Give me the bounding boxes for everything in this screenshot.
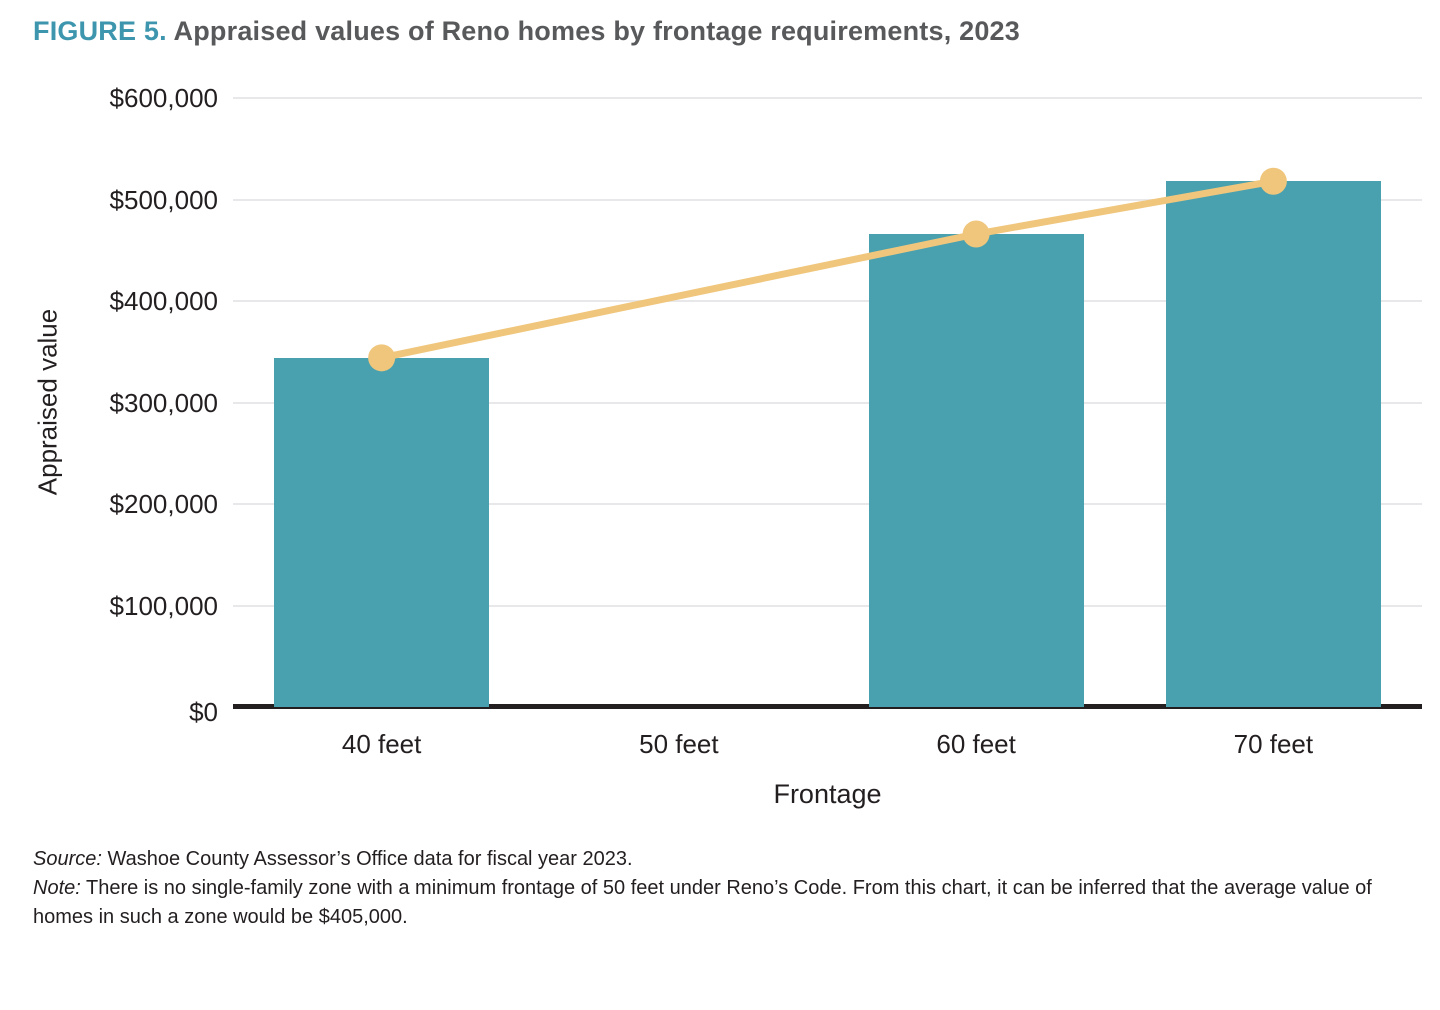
x-tick-label: 60 feet [936, 729, 1016, 759]
bar-40-feet [274, 357, 490, 707]
y-tick-label: $500,000 [109, 184, 218, 215]
gridline [233, 401, 1422, 404]
figure-title-text: Appraised values of Reno homes by fronta… [166, 16, 1020, 46]
source-label: Source: [33, 848, 102, 870]
figure-number-label: FIGURE 5. [33, 16, 167, 46]
chart-note: Note: There is no single-family zone wit… [33, 874, 1405, 932]
trend-line-layer [368, 167, 1287, 372]
trend-line-marker [1259, 167, 1287, 195]
y-tick-label: $100,000 [109, 590, 218, 621]
gridline [233, 97, 1422, 99]
bar-60-feet [868, 234, 1084, 707]
x-tick-label: 70 feet [1233, 729, 1314, 759]
gridline [233, 198, 1422, 201]
y-tick-label: $0 [189, 697, 218, 727]
figure-title: FIGURE 5. Appraised values of Reno homes… [33, 16, 1020, 47]
source-text: Washoe County Assessor’s Office data for… [101, 848, 633, 870]
y-tick-label: $300,000 [109, 387, 218, 418]
footnotes: Source: Washoe County Assessor’s Office … [33, 845, 1405, 932]
y-tick-label: $200,000 [109, 489, 218, 519]
note-text: There is no single-family zone with a mi… [33, 877, 1372, 928]
source-note: Source: Washoe County Assessor’s Office … [33, 845, 1405, 874]
y-tick-label: $600,000 [109, 83, 218, 113]
trend-line-marker [962, 220, 990, 248]
y-tick-label: $400,000 [109, 286, 218, 316]
gridline [233, 604, 1422, 607]
x-tick-label: 40 feet [341, 729, 422, 759]
plot-area [233, 97, 1422, 709]
note-label: Note: [33, 877, 81, 899]
x-axis-line [233, 704, 1422, 709]
trend-line-marker [368, 344, 396, 372]
trend-line [380, 177, 1274, 362]
bar-70-feet [1165, 181, 1381, 707]
gridline [233, 503, 1422, 505]
x-axis-title: Frontage [773, 779, 882, 809]
x-tick-label: 50 feet [639, 729, 719, 759]
gridline [233, 300, 1422, 302]
